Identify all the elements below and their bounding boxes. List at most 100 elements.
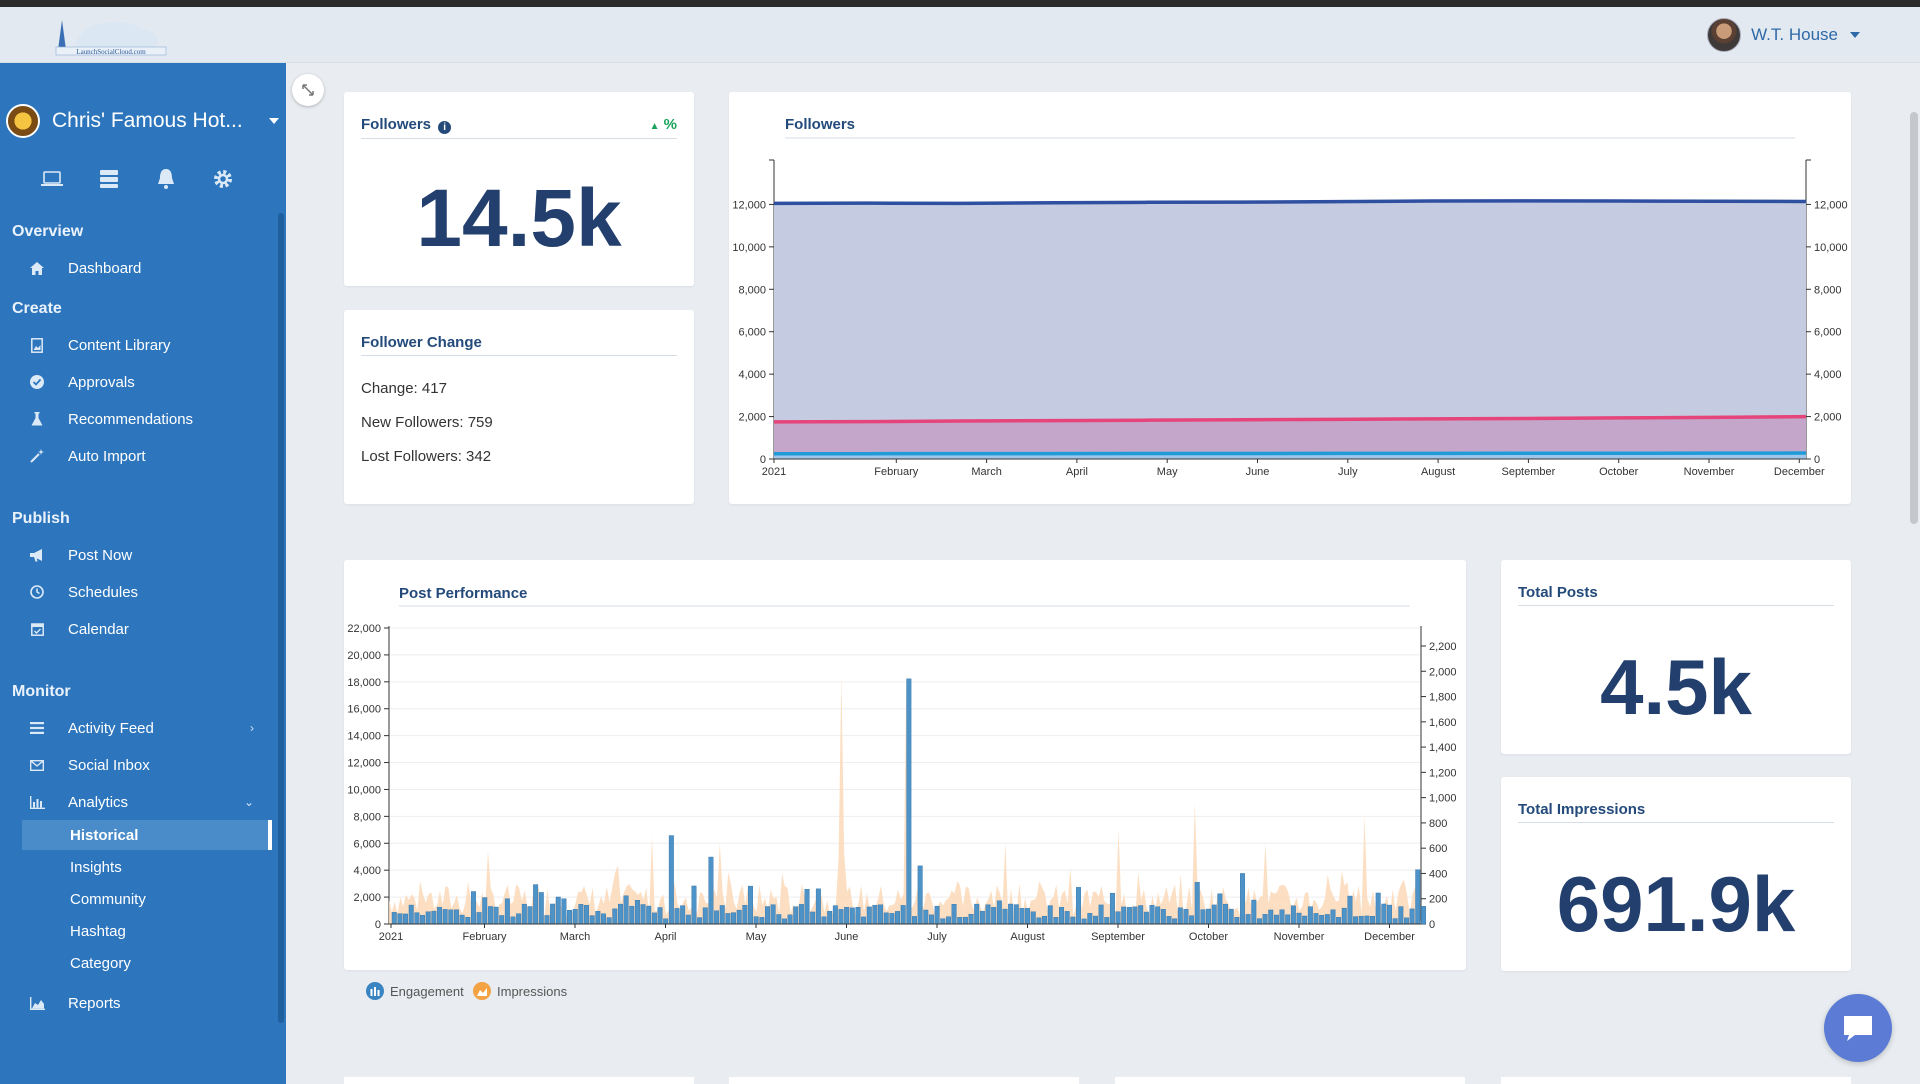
engagement-bar [487,906,493,925]
engagement-bar [719,905,725,925]
section-monitor: Monitor [12,683,71,700]
sidebar-subitem-insights[interactable]: Insights [70,858,122,876]
x-tick-label: February [462,931,507,943]
legend-engagement[interactable]: Engagement [366,982,464,1000]
sidebar-subitem-category[interactable]: Category [70,954,131,972]
y-tick-label: 6,000 [738,327,766,339]
x-tick-label: February [874,466,919,478]
engagement-bar [781,918,787,925]
page-scrollbar[interactable] [1910,112,1918,524]
engagement-bar [1036,917,1042,925]
chevron-down-icon[interactable]: ⌄ [243,795,254,809]
sidebar-item-schedules[interactable]: Schedules [0,577,276,607]
sidebar-item-reports[interactable]: Reports [0,988,276,1018]
engagement-bar [448,909,454,925]
sidebar-item-dashboard[interactable]: Dashboard [0,253,276,283]
engagement-bar [651,912,657,925]
engagement-bar [759,917,765,925]
series-line-total [773,199,1807,206]
engagement-bar [414,912,420,925]
engagement-bar [1353,916,1359,925]
engagement-bar [1268,909,1274,925]
section-publish: Publish [12,510,70,527]
magic-wand-icon [27,449,47,463]
engagement-bar [1387,904,1392,925]
series-area-secondary [774,416,1806,459]
series-line-secondary [773,414,1807,424]
brand-name[interactable]: Chris' Famous Hot... [52,109,243,132]
engagement-bar [561,898,567,925]
sidebar-item-post-now[interactable]: Post Now [0,540,276,570]
x-tick-label: December [1364,931,1415,943]
gear-icon[interactable] [211,167,235,191]
engagement-bar [1138,905,1144,925]
x-tick-label: November [1274,931,1325,943]
engagement-bar [832,905,838,925]
calendar-icon [27,622,47,636]
section-overview: Overview [12,223,84,240]
sidebar-item-calendar[interactable]: Calendar [0,614,276,644]
sidebar-subitem-hashtag[interactable]: Hashtag [70,922,126,940]
engagement-bar [1273,914,1279,925]
engagement-bar [504,898,510,925]
engagement-bar [793,906,799,925]
total-impressions-value: 691.9k [1556,860,1796,948]
legend-impressions[interactable]: Impressions [473,982,567,1000]
engagement-bar [974,903,980,925]
brand-selector[interactable]: Chris' Famous Hot... [6,99,280,143]
sidebar-item-activity-feed[interactable]: Activity Feed › [0,713,276,743]
bar-chart-icon [366,982,384,1000]
sidebar-item-analytics[interactable]: Analytics ⌄ [0,787,276,817]
engagement-bar [476,912,482,925]
sidebar-item-label: Post Now [68,546,133,564]
engagement-bar [827,910,833,925]
engagement-bar [844,907,850,925]
card-title: Follower Change [361,334,677,356]
engagement-bar [1104,917,1110,925]
engagement-bar [1143,911,1149,925]
chevron-down-icon[interactable] [1850,32,1860,38]
series-line-tertiary [774,451,1807,456]
engagement-bar [499,915,505,925]
engagement-bar [1341,907,1347,925]
engagement-bar [1047,905,1053,925]
engagement-bar [1404,917,1409,925]
laptop-icon[interactable] [40,167,64,191]
user-menu[interactable]: W.T. House [1707,16,1860,54]
sidebar-item-approvals[interactable]: Approvals [0,367,276,397]
sidebar-item-auto-import[interactable]: Auto Import [0,441,276,471]
engagement-bar [900,905,906,925]
engagement-bar [1109,892,1115,925]
sidebar-subitem-historical[interactable]: Historical [22,820,272,850]
home-icon [27,261,47,275]
chevron-right-icon[interactable]: › [250,721,254,735]
engagement-bar [1381,903,1387,925]
engagement-bar [668,835,674,925]
engagement-bar [1092,915,1098,925]
engagement-bar [584,904,589,925]
chart-title: Post Performance [399,585,527,602]
app-logo[interactable]: LaunchSocialCloud.com [54,14,170,62]
avatar[interactable] [1707,18,1742,52]
sidebar-subitem-community[interactable]: Community [70,890,146,908]
expand-collapse-button[interactable] [292,74,324,106]
engagement-bar [929,914,934,925]
info-icon[interactable]: i [438,121,452,134]
y-right-tick-label: 2,000 [1429,666,1457,678]
engagement-bar [408,904,414,925]
sidebar-item-recommendations[interactable]: Recommendations [0,404,276,434]
sidebar-item-content-library[interactable]: Content Library [0,330,276,360]
sidebar-item-social-inbox[interactable]: Social Inbox [0,750,276,780]
top-bar: LaunchSocialCloud.com W.T. House [0,7,1920,63]
engagement-bar [748,885,753,925]
server-icon[interactable] [97,167,121,191]
engagement-bar [1194,882,1200,925]
chevron-down-icon[interactable] [269,118,279,124]
engagement-bar [861,916,867,925]
engagement-bar [1025,908,1031,925]
user-name[interactable]: W.T. House [1751,25,1838,44]
y-left-tick-label: 10,000 [347,784,381,796]
chat-button[interactable] [1824,994,1892,1062]
sidebar-scrollbar[interactable] [278,213,284,1023]
bell-icon[interactable] [154,167,178,191]
